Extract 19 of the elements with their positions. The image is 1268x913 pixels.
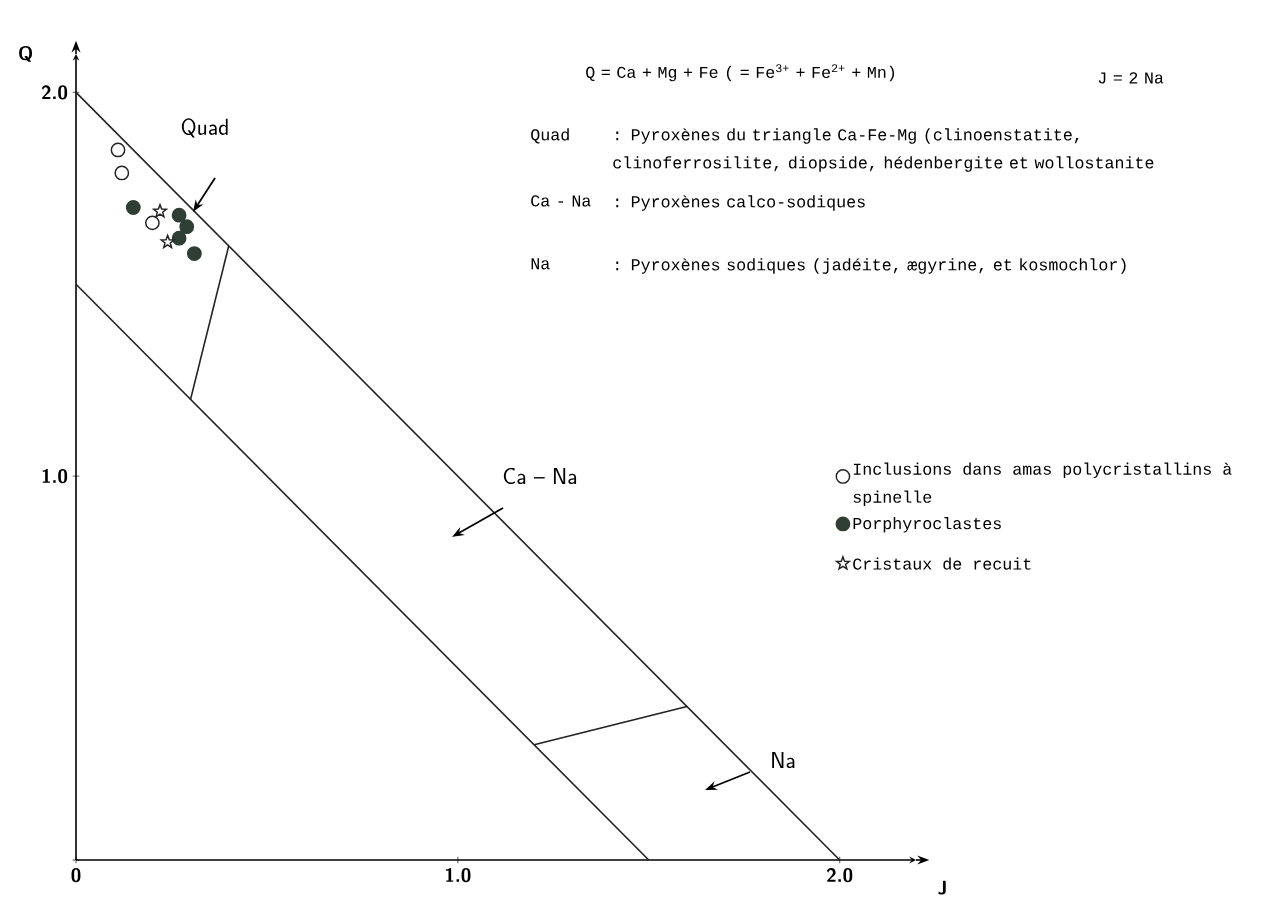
annotation: Na — [772, 751, 795, 769]
legend-label: Cristaux de recuit — [853, 557, 1031, 570]
annotation: Ca – Na — [503, 467, 577, 485]
annotation: Ca - Na — [531, 195, 591, 207]
annotation: Na — [531, 258, 550, 270]
annotation: Quad — [531, 128, 569, 144]
annotation: : Pyroxènes sodiques (jadéite, ægyrine, et kosmochlor) — [616, 258, 1126, 274]
annotation: Q = Ca + Mg + Fe ( = Fe$^{3+}$ + Fe$^{2+}$ + Mn) — [586, 64, 895, 82]
legend-label: Inclusions dans amas polycristallins à spinelle — [853, 462, 1232, 507]
x-tick-label: 1.0 — [445, 868, 471, 883]
text: J = 2 Na — [1098, 72, 1164, 84]
y-axis-title: Q — [19, 46, 33, 62]
legend-label: Porphyroclastes — [853, 517, 1001, 533]
annotation: : Pyroxènes du triangle Ca-Fe-Mg (clinoenstatite, clinoferrosilite, diopside, hédenbergite et wollostanite — [613, 128, 1154, 172]
annotation: : Pyroxènes calco-sodiques — [616, 195, 865, 211]
x-tick-label: 2.0 — [827, 868, 853, 883]
x-axis-title: J — [938, 880, 946, 895]
x-tick-label: 0 — [71, 868, 81, 883]
annotation: Quad — [181, 118, 228, 138]
